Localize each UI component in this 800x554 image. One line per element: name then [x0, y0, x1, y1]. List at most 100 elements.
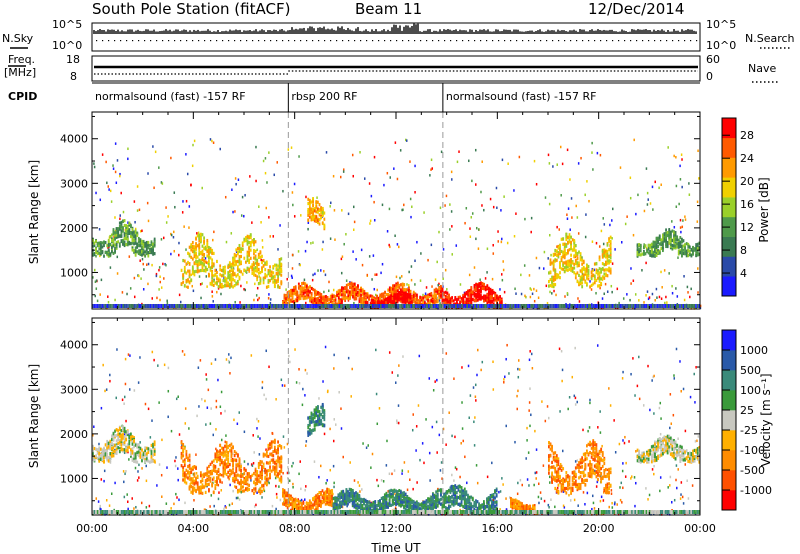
power-cell	[679, 241, 682, 245]
power-speckle	[677, 256, 679, 259]
power-cell	[195, 269, 197, 274]
power-ground-cell	[264, 304, 267, 308]
power-cell	[291, 297, 294, 301]
power-ground-cell	[373, 304, 376, 308]
power-cell	[444, 298, 447, 302]
power-ground-cell	[540, 304, 542, 308]
power-ground-cell	[320, 304, 323, 308]
power-cell	[193, 254, 196, 259]
power-speckle	[381, 262, 384, 266]
power-cell	[565, 232, 568, 237]
power-cell	[259, 279, 262, 283]
power-cell	[492, 302, 495, 306]
power-cell	[658, 237, 661, 241]
power-cell	[486, 284, 489, 288]
power-ground-cell	[680, 304, 683, 308]
power-cell	[448, 295, 450, 300]
power-cell	[329, 298, 332, 302]
power-cell	[578, 263, 580, 268]
power-speckle	[120, 191, 122, 195]
power-cell	[199, 250, 202, 255]
power-ground-cell	[356, 304, 358, 308]
power-cell	[307, 207, 310, 212]
vel-speckle	[231, 502, 234, 505]
power-cell	[195, 261, 197, 266]
power-cell	[187, 269, 189, 273]
power-cell	[360, 288, 363, 292]
power-cell	[609, 267, 612, 271]
power-cell	[609, 256, 612, 260]
power-cell	[448, 300, 450, 304]
power-cell	[350, 286, 353, 290]
nsearch-trace-dot	[324, 40, 326, 42]
power-ground-cell	[629, 304, 632, 308]
vel-speckle	[175, 492, 177, 496]
power-ground-cell	[96, 304, 99, 308]
power-ground-cell	[679, 304, 681, 308]
power-speckle	[188, 205, 191, 208]
power-speckle	[529, 287, 532, 290]
nsearch-trace-dot	[438, 40, 440, 42]
power-speckle	[359, 151, 361, 154]
power-cell	[321, 296, 324, 301]
power-cell	[481, 281, 484, 286]
power-ground-cell	[271, 304, 273, 308]
power-cell	[467, 299, 469, 303]
power-speckle	[100, 278, 103, 282]
power-cell	[679, 244, 682, 249]
power-cell	[562, 250, 565, 254]
power-speckle	[445, 194, 448, 198]
power-cell	[183, 265, 186, 270]
power-cell	[305, 288, 308, 292]
power-cell	[427, 295, 430, 299]
power-cell	[355, 297, 358, 301]
power-speckle	[483, 208, 485, 212]
vel-speckle	[193, 498, 195, 502]
power-speckle	[166, 301, 169, 305]
power-cb-tick-label: 12	[740, 221, 754, 234]
power-speckle	[410, 215, 412, 219]
power-cell	[428, 301, 431, 305]
power-cell	[674, 233, 677, 237]
power-cell	[688, 252, 691, 256]
power-cell	[404, 288, 407, 292]
power-ground-cell	[620, 304, 622, 308]
power-cell	[573, 248, 576, 252]
power-cell	[217, 285, 220, 289]
power-cell	[293, 300, 295, 304]
power-speckle	[352, 250, 354, 253]
power-speckle	[548, 202, 551, 206]
power-speckle	[626, 293, 628, 296]
power-cell	[280, 282, 283, 286]
power-cell	[216, 276, 218, 281]
power-cell	[272, 264, 275, 269]
power-colorbar-swatch	[722, 177, 736, 198]
power-cell	[211, 248, 214, 253]
power-cell	[137, 251, 140, 255]
power-speckle	[260, 306, 263, 310]
power-cell	[570, 264, 572, 268]
power-cell	[652, 244, 655, 249]
power-ground-cell	[338, 304, 340, 308]
power-speckle	[559, 145, 562, 149]
power-speckle	[643, 209, 646, 213]
power-cell	[261, 266, 263, 270]
power-cell	[586, 264, 588, 268]
power-cell	[236, 268, 239, 272]
power-cell	[208, 254, 210, 258]
power-cell	[665, 242, 667, 246]
power-cell	[489, 300, 492, 304]
power-ground-cell	[332, 304, 334, 308]
power-speckle	[291, 267, 294, 270]
power-ground-cell	[426, 304, 428, 308]
power-cell	[341, 286, 343, 290]
power-cell	[347, 294, 350, 298]
power-cell	[576, 256, 579, 261]
power-cell	[685, 254, 688, 258]
power-speckle	[523, 264, 526, 267]
vel-speckle	[148, 504, 151, 508]
power-cell	[209, 248, 212, 252]
power-cell	[492, 290, 495, 295]
power-cell	[96, 250, 99, 254]
